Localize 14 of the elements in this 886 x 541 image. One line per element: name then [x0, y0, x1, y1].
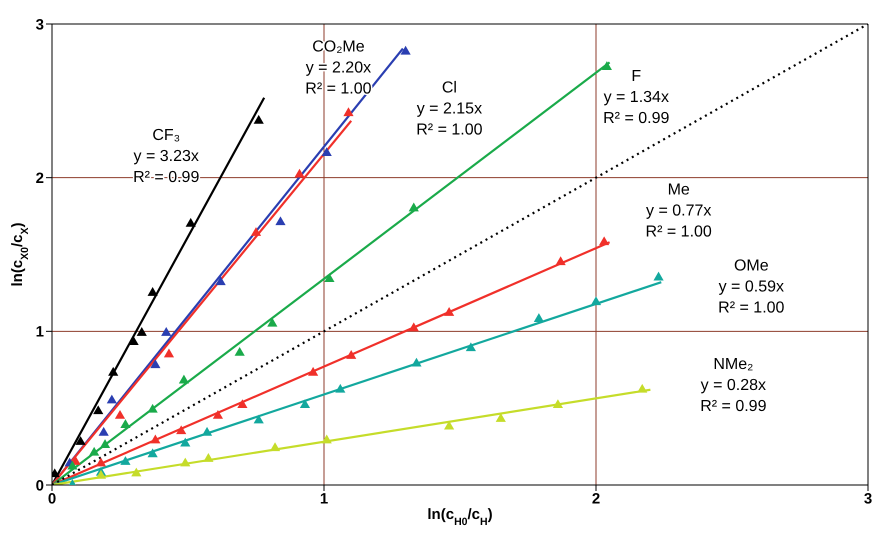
y-tick-label: 0	[36, 477, 44, 494]
x-tick-label: 2	[592, 490, 600, 508]
annotation: Cl y = 2.15x R² = 1.00	[416, 80, 483, 139]
annotation: Me y = 0.77x R² = 1.00	[646, 182, 712, 241]
y-tick-label: 1	[36, 324, 44, 341]
annotation: NMe₂ y = 0.28x R² = 0.99	[700, 356, 767, 415]
annotation: OMe y = 0.59x R² = 1.00	[718, 258, 785, 317]
x-tick-label: 1	[320, 490, 328, 508]
x-tick-label: 3	[864, 490, 872, 508]
y-tick-label: 2	[36, 170, 44, 187]
annotation: F y = 1.34x R² = 0.99	[603, 68, 670, 128]
x-tick-label: 0	[48, 490, 56, 508]
y-tick-label: 3	[36, 16, 44, 34]
x-axis-title: ln(c$_{H0}$/c$_{H}$)	[427, 506, 493, 528]
